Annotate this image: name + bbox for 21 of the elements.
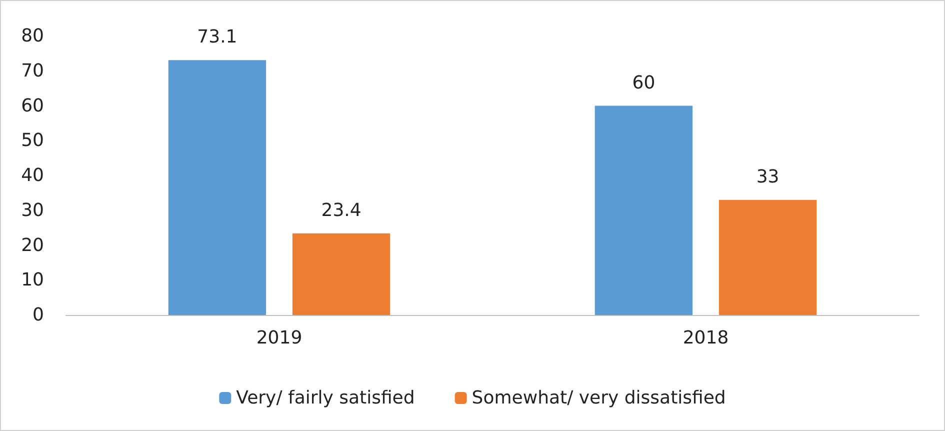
y-tick-label: 20: [21, 234, 44, 256]
y-tick-label: 10: [21, 270, 44, 291]
bar: [292, 233, 390, 315]
y-tick-label: 50: [21, 130, 44, 152]
x-tick-label: 2018: [682, 328, 729, 348]
data-label: 73.1: [197, 26, 238, 48]
legend-label: Very/ fairly satisfied: [236, 388, 415, 408]
data-label: 60: [632, 72, 656, 94]
y-tick-label: 70: [21, 60, 44, 82]
x-tick-label: 2019: [256, 328, 302, 348]
data-label: 23.4: [321, 200, 362, 221]
y-tick-label: 80: [21, 26, 44, 46]
data-label: 33: [756, 166, 780, 188]
legend-label: Somewhat/ very dissatisfied: [472, 388, 726, 408]
bar: [718, 200, 817, 315]
y-tick-label: 60: [21, 95, 44, 116]
y-tick-label: 30: [21, 200, 44, 221]
y-tick-label: 40: [21, 165, 44, 186]
y-tick-label: 0: [32, 304, 44, 326]
bar: [594, 106, 693, 315]
bar: [168, 60, 266, 315]
